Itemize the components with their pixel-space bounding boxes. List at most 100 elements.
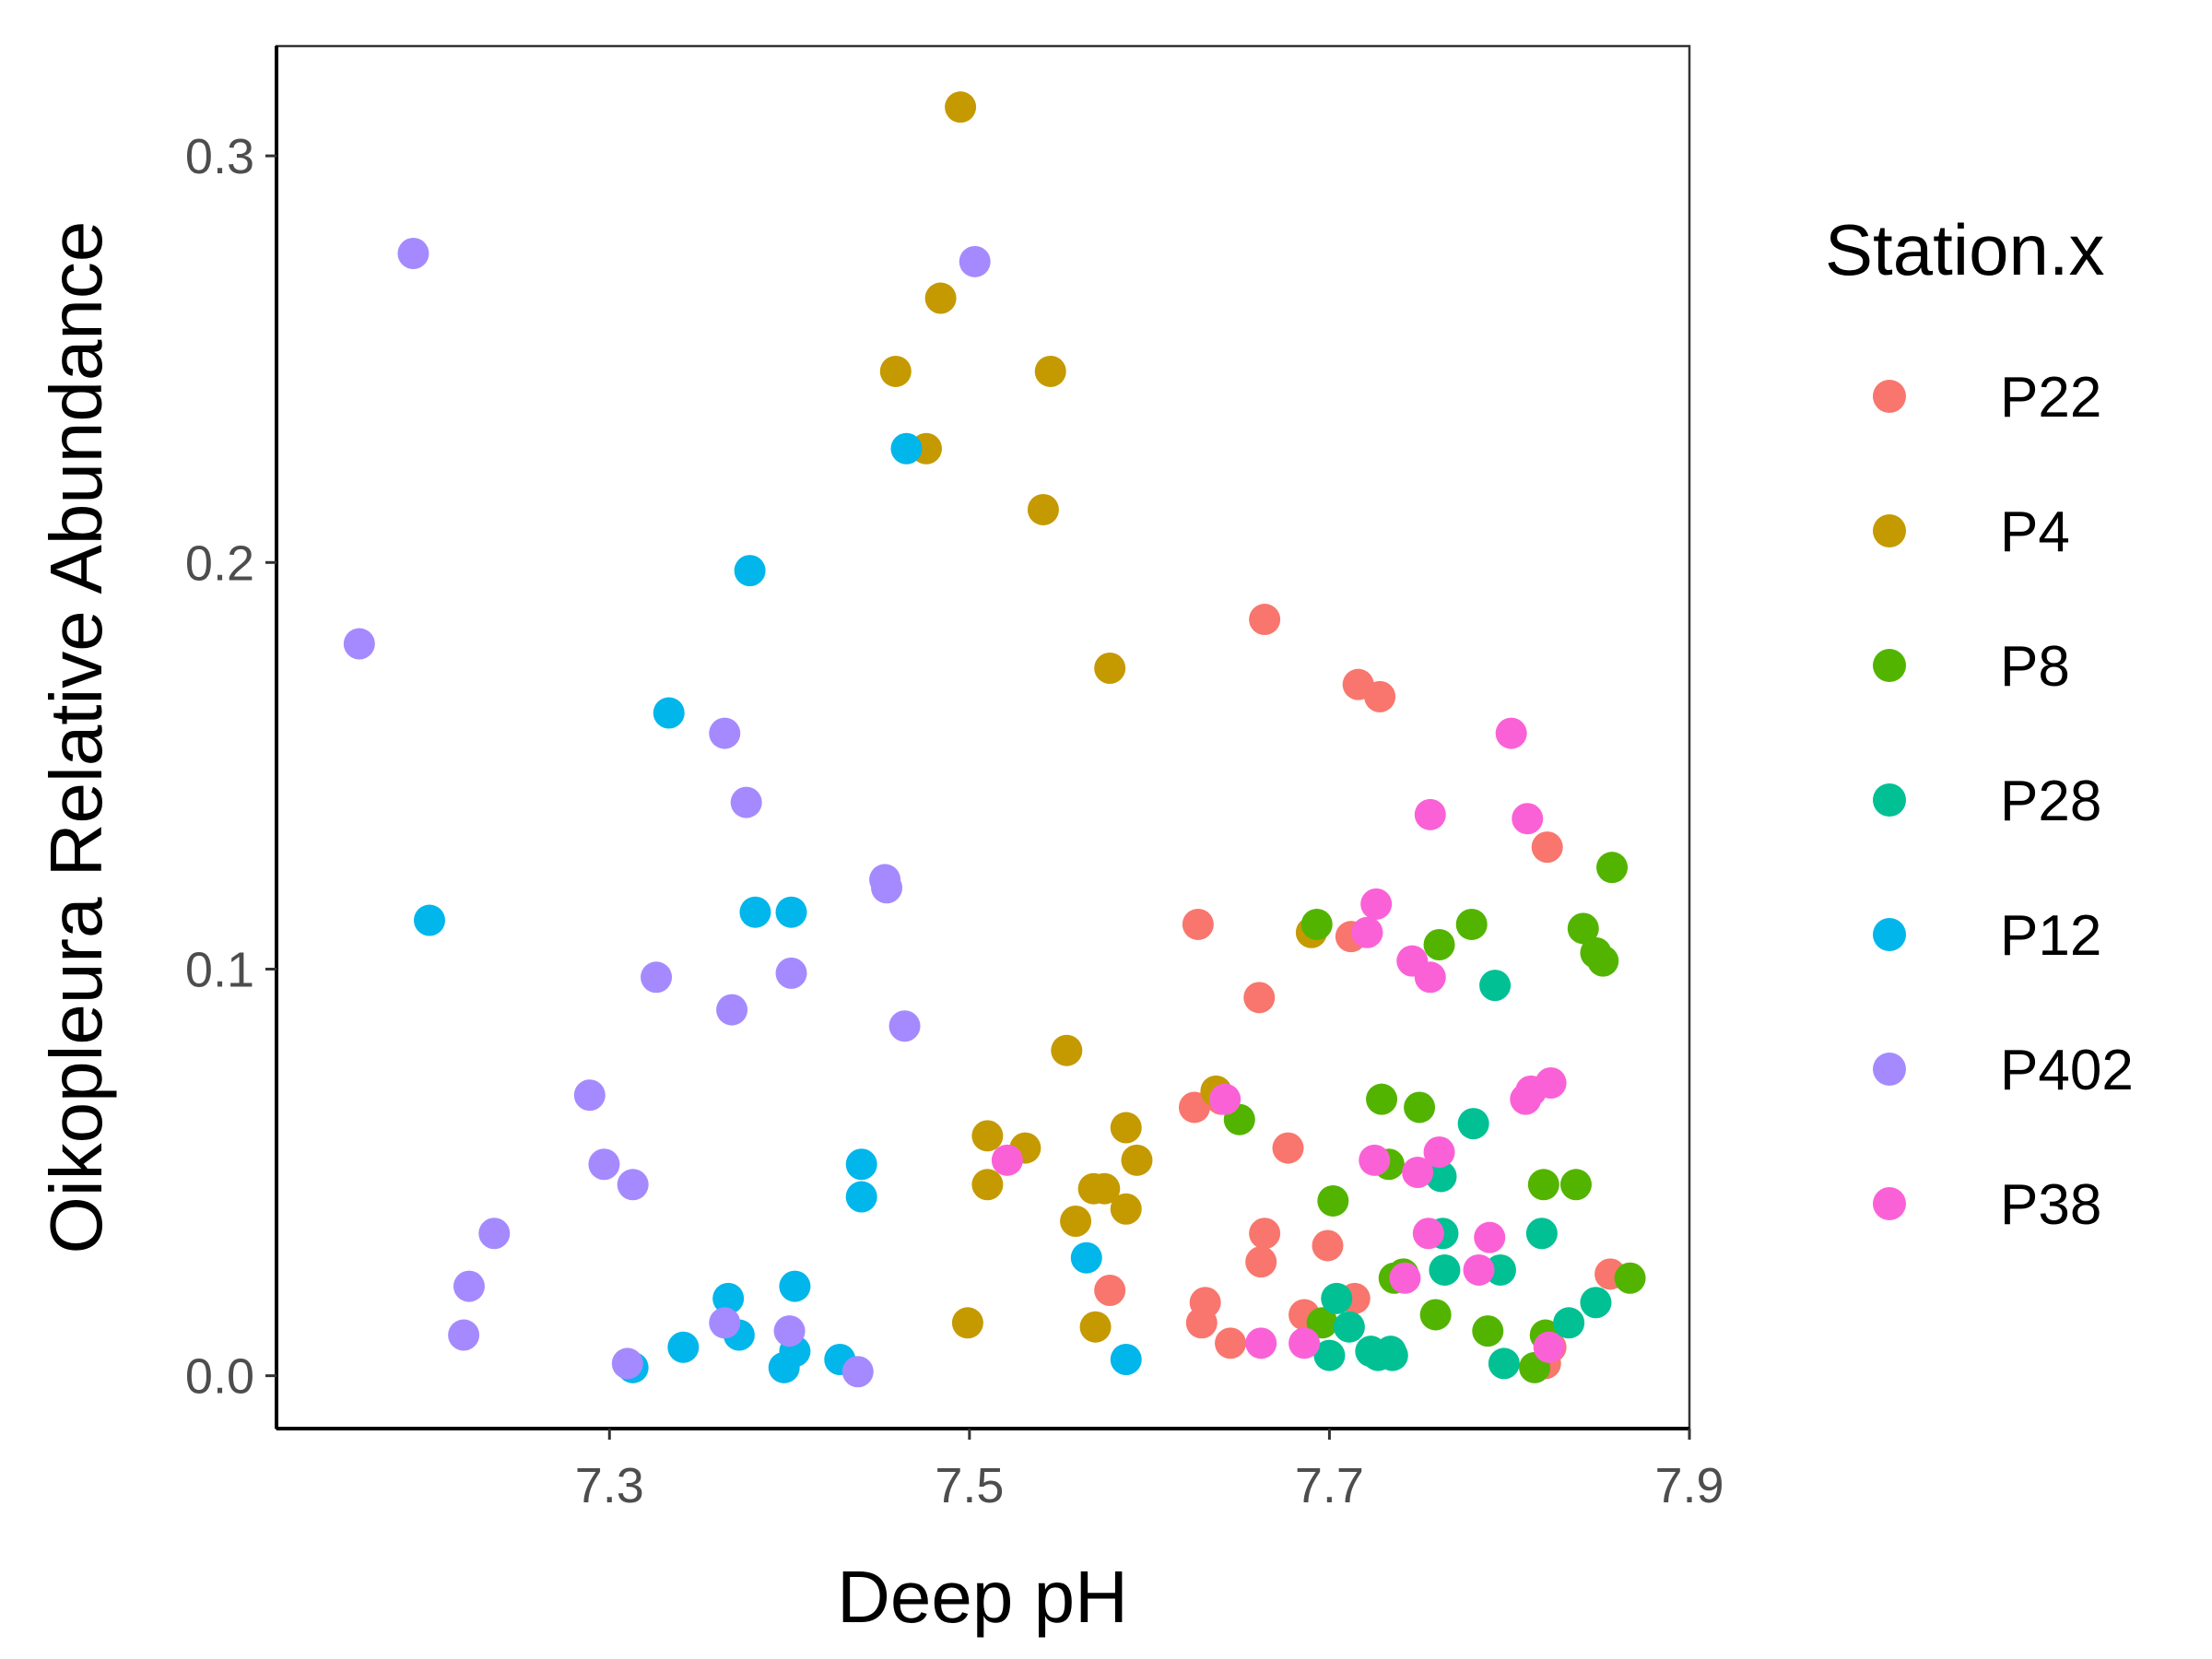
data-point bbox=[1094, 1275, 1126, 1306]
data-point bbox=[1553, 1307, 1585, 1339]
data-point bbox=[397, 238, 429, 269]
data-point bbox=[1249, 1218, 1281, 1250]
data-point bbox=[1088, 1172, 1121, 1205]
series-P4 bbox=[879, 91, 1327, 1343]
legend-key-P402 bbox=[1873, 1053, 1906, 1086]
data-point bbox=[1472, 1315, 1504, 1347]
data-point bbox=[1484, 1253, 1516, 1286]
data-point bbox=[1596, 852, 1629, 884]
data-point bbox=[1060, 1206, 1092, 1237]
data-point bbox=[1425, 1160, 1457, 1193]
data-point bbox=[1034, 355, 1066, 387]
data-point bbox=[1419, 1299, 1452, 1331]
data-point bbox=[413, 904, 445, 936]
legend-title: Station.x bbox=[1825, 209, 2105, 290]
legend-label: P4 bbox=[2000, 500, 2070, 564]
data-point bbox=[1376, 1339, 1408, 1371]
data-point bbox=[945, 91, 977, 124]
data-point bbox=[478, 1218, 511, 1250]
data-point bbox=[709, 717, 741, 749]
data-point bbox=[1474, 1221, 1506, 1253]
data-point bbox=[1488, 1347, 1520, 1380]
data-point bbox=[1414, 961, 1446, 994]
data-point bbox=[768, 1351, 800, 1383]
data-point bbox=[871, 872, 903, 904]
legend-key-P28 bbox=[1873, 783, 1906, 817]
data-point bbox=[888, 1010, 921, 1042]
legend-label: P8 bbox=[2000, 635, 2070, 699]
data-point bbox=[1272, 1132, 1304, 1164]
data-point bbox=[841, 1356, 874, 1388]
data-point bbox=[845, 1148, 877, 1181]
data-point bbox=[1414, 798, 1446, 830]
data-point bbox=[1245, 1246, 1277, 1278]
data-point bbox=[924, 282, 957, 314]
data-point bbox=[1364, 680, 1396, 712]
data-points bbox=[343, 91, 1646, 1388]
legend-key-P4 bbox=[1873, 514, 1906, 547]
x-tick-label: 7.7 bbox=[1295, 1458, 1364, 1513]
x-tick-label: 7.9 bbox=[1654, 1458, 1724, 1513]
data-point bbox=[951, 1307, 983, 1339]
data-point bbox=[1110, 1193, 1142, 1225]
data-point bbox=[712, 1282, 745, 1314]
data-point bbox=[1423, 1136, 1455, 1168]
data-point bbox=[1306, 1307, 1338, 1339]
data-point bbox=[775, 957, 807, 989]
series-P402 bbox=[343, 238, 991, 1388]
data-point bbox=[641, 961, 673, 994]
data-point bbox=[1110, 1112, 1142, 1144]
data-point bbox=[773, 1315, 806, 1347]
data-point bbox=[779, 1270, 811, 1302]
data-point bbox=[1402, 1157, 1434, 1189]
data-point bbox=[1110, 1344, 1142, 1375]
data-point bbox=[1510, 1083, 1542, 1115]
data-point bbox=[1559, 1169, 1592, 1201]
data-point bbox=[1457, 1108, 1489, 1140]
data-point bbox=[716, 994, 748, 1026]
y-tick-label: 0.2 bbox=[185, 535, 254, 591]
data-point bbox=[1313, 1339, 1346, 1371]
data-point bbox=[1423, 929, 1455, 960]
data-point bbox=[1333, 1311, 1365, 1343]
data-point bbox=[1051, 1034, 1083, 1066]
data-point bbox=[1389, 1262, 1421, 1294]
data-point bbox=[1178, 1091, 1210, 1124]
series-P28 bbox=[1313, 970, 1612, 1380]
data-point bbox=[1495, 717, 1527, 749]
data-point bbox=[1185, 1307, 1218, 1339]
x-tick-label: 7.5 bbox=[935, 1458, 1004, 1513]
data-point bbox=[1533, 1331, 1565, 1363]
legend: Station.x P22 P4 P8 P28 P12 P402 P38 bbox=[1825, 209, 2134, 1237]
legend-key-P38 bbox=[1873, 1187, 1906, 1220]
data-point bbox=[1404, 1091, 1436, 1124]
data-point bbox=[1512, 803, 1544, 835]
data-point bbox=[1463, 1253, 1495, 1286]
data-point bbox=[1455, 908, 1488, 940]
data-point bbox=[1525, 1218, 1558, 1250]
series-P22 bbox=[1094, 604, 1627, 1380]
legend-label: P402 bbox=[2000, 1039, 2134, 1102]
data-point bbox=[1215, 1327, 1247, 1359]
data-point bbox=[1312, 1230, 1344, 1262]
data-point bbox=[343, 628, 375, 660]
data-point bbox=[1121, 1144, 1153, 1176]
data-point bbox=[991, 1144, 1023, 1176]
y-axis-title: Oikopleura Relative Abundance bbox=[35, 221, 117, 1254]
y-tick-label: 0.1 bbox=[185, 942, 254, 997]
data-point bbox=[1317, 1184, 1349, 1217]
data-point bbox=[879, 355, 912, 387]
data-point bbox=[890, 432, 923, 465]
data-point bbox=[653, 697, 685, 729]
data-point bbox=[1300, 908, 1333, 940]
data-point bbox=[1249, 604, 1281, 636]
axes: 7.3 7.5 7.7 7.9 0.0 0.1 0.2 0.3 bbox=[185, 46, 1724, 1513]
data-point bbox=[1531, 831, 1563, 864]
data-point bbox=[667, 1331, 700, 1363]
data-point bbox=[709, 1307, 741, 1339]
data-point bbox=[1351, 916, 1383, 948]
data-point bbox=[734, 555, 766, 587]
data-point bbox=[448, 1319, 480, 1351]
data-point bbox=[1288, 1327, 1321, 1359]
data-point bbox=[1429, 1253, 1461, 1286]
